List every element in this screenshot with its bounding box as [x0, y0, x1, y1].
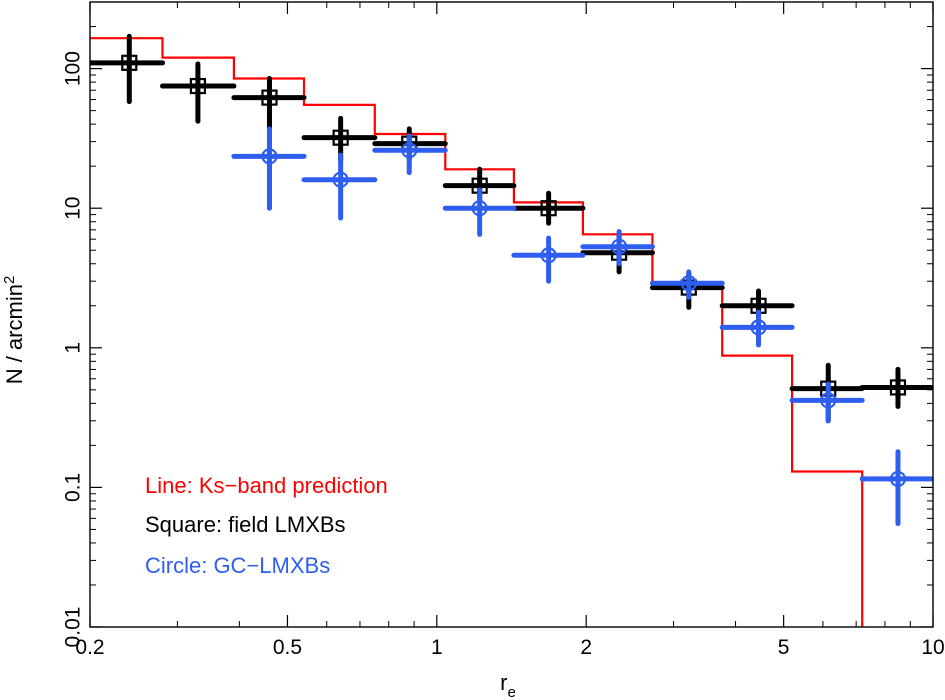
circle-marker-9: [889, 470, 907, 488]
x-tick-label-0: 0.2: [75, 636, 104, 659]
x-axis-title-main: r: [500, 670, 507, 695]
circle-marker-5: [610, 238, 628, 255]
plot-area: [90, 33, 933, 627]
axes: 0.2 0.5 1 2 5 10 0.01 0.1 1 10 100: [62, 1, 945, 659]
x-tick-label-4: 5: [778, 636, 790, 659]
gc-lmxbs-series: [231, 126, 933, 527]
circle-marker-0: [261, 148, 278, 165]
plot-frame: [89, 1, 934, 628]
square-marker-1: [189, 77, 207, 95]
square-marker-11: [889, 379, 907, 396]
y-tick-label-0: 0.01: [62, 607, 85, 648]
y-tick-label-3: 10: [62, 197, 85, 220]
legend-entry-ks-band: Line: Ks−band prediction: [145, 473, 388, 498]
x-tick-label-2: 1: [431, 636, 443, 659]
plot-marks: [90, 33, 933, 627]
circle-marker-2: [401, 142, 418, 159]
y-tick-label-2: 1: [62, 342, 85, 354]
square-marker-0: [121, 54, 138, 71]
circle-marker-7: [750, 319, 767, 336]
y-tick-label-1: 0.1: [62, 473, 85, 502]
x-tick-label-5: 10: [921, 636, 944, 659]
circle-marker-3: [471, 200, 488, 217]
x-tick-label-3: 2: [580, 636, 592, 659]
field-lmxbs-series: [90, 33, 933, 424]
square-marker-6: [540, 200, 557, 217]
legend-entry-field-lmxbs: Square: field LMXBs: [145, 512, 346, 537]
circle-marker-8: [820, 392, 837, 409]
ks-band-prediction-step-line: [90, 37, 864, 627]
y-tick-label-4: 100: [62, 51, 85, 86]
x-tick-label-1: 0.5: [273, 636, 302, 659]
x-axis-title-subscript: e: [507, 684, 515, 700]
square-marker-2: [261, 89, 278, 106]
x-axis-title: re: [500, 670, 516, 700]
legend: Line: Ks−band prediction Square: field L…: [145, 473, 388, 578]
circle-marker-6: [680, 275, 697, 292]
y-axis-title: N / arcmin2: [1, 276, 27, 385]
y-axis-title-main: N / arcmin: [2, 284, 27, 384]
legend-entry-gc-lmxbs: Circle: GC−LMXBs: [145, 553, 330, 578]
circle-marker-4: [540, 247, 557, 264]
y-axis-title-superscript: 2: [1, 276, 18, 284]
square-marker-3: [332, 129, 349, 146]
circle-marker-1: [332, 171, 349, 188]
